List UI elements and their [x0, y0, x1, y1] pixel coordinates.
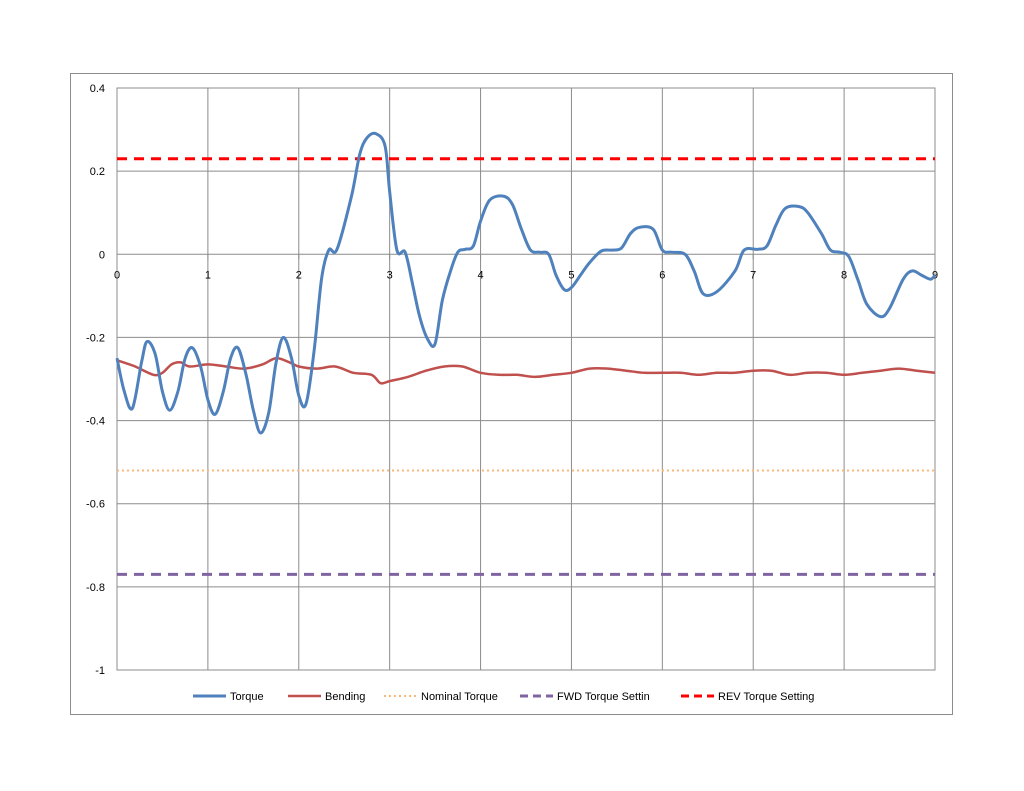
series-lines — [115, 131, 937, 576]
y-tick-label: -1 — [95, 665, 105, 677]
x-tick-label: 3 — [387, 269, 393, 281]
axes: 0 1 2 3 4 5 6 7 8 90.40.20-0.2-0.4-0.6-0.8-1 — [86, 83, 938, 677]
legend-item: FWD Torque Settin — [520, 691, 650, 703]
legend-item: REV Torque Setting — [681, 691, 814, 703]
legend-item: Nominal Torque — [384, 691, 498, 703]
x-tick-label: 7 — [750, 269, 756, 281]
legend-item: Bending — [288, 691, 365, 703]
x-tick-label: 4 — [477, 269, 483, 281]
x-tick-label: 0 — [114, 269, 120, 281]
series-bending-line — [116, 356, 936, 385]
legend-label: Bending — [325, 691, 365, 703]
legend-label: Nominal Torque — [421, 691, 498, 703]
legend: Torque Bending Nominal Torque FWD Torque Se… — [193, 691, 814, 703]
y-tick-label: -0.8 — [86, 582, 105, 594]
y-tick-label: 0.4 — [90, 83, 105, 95]
chart-frame: 0 1 2 3 4 5 6 7 8 9 0.4 0.2 0 -0.2 -0.4 -0.6 -0.8 -1 Torq… — [70, 73, 953, 715]
legend-label: FWD Torque Settin — [557, 691, 650, 703]
y-tick-label: -0.2 — [86, 332, 105, 344]
series-torque-line — [115, 131, 937, 435]
x-tick-label: 8 — [841, 269, 847, 281]
legend-label: Torque — [230, 691, 264, 703]
x-tick-label: 6 — [659, 269, 665, 281]
y-tick-label: -0.4 — [86, 416, 105, 428]
grid — [116, 87, 936, 671]
x-tick-label: 2 — [296, 269, 302, 281]
legend-label: REV Torque Setting — [718, 691, 814, 703]
y-tick-label: 0 — [99, 249, 105, 261]
line-chart: 0 1 2 3 4 5 6 7 8 90.40.20-0.2-0.4-0.6-0.8-1 Torq… — [86, 83, 938, 703]
legend-item: Torque — [193, 691, 264, 703]
y-tick-label: 0.2 — [90, 166, 105, 178]
x-tick-label: 5 — [568, 269, 574, 281]
y-tick-label: -0.6 — [86, 499, 105, 511]
x-tick-label: 1 — [205, 269, 211, 281]
plot-area — [116, 87, 936, 671]
